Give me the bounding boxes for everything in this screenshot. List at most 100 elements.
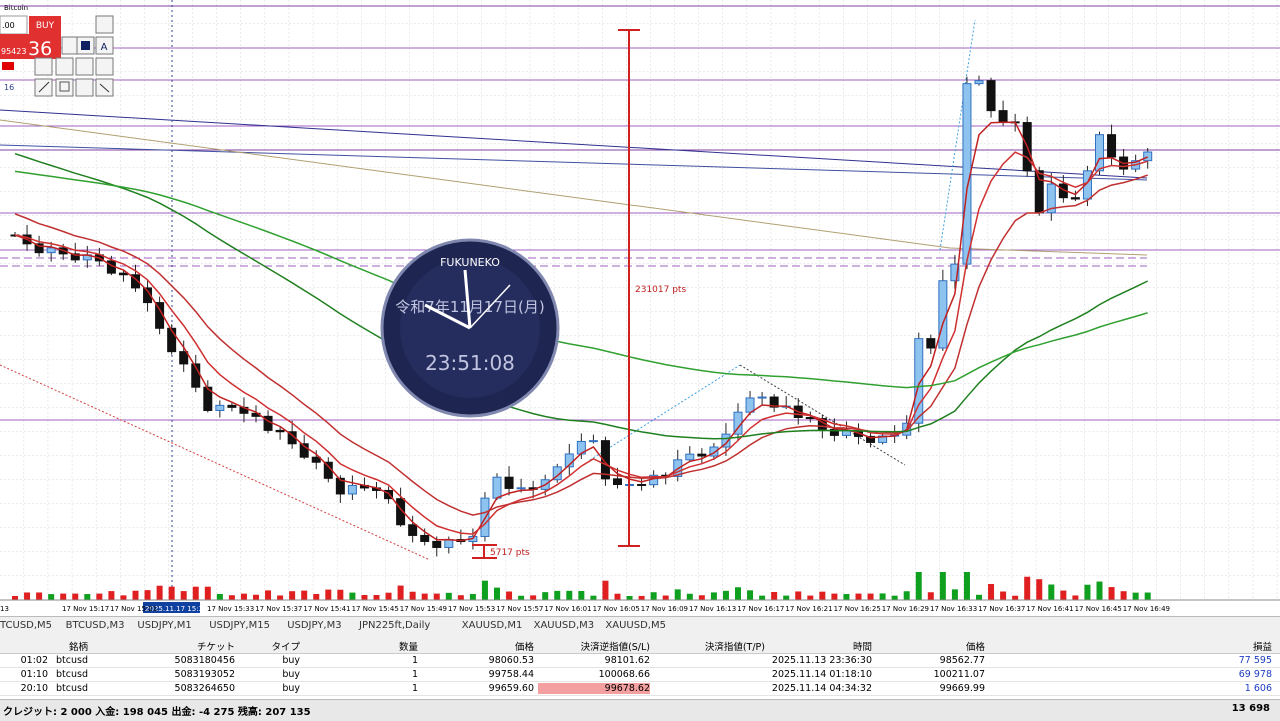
candle [118, 272, 128, 276]
volume-bar [578, 590, 585, 600]
candle [131, 274, 140, 289]
time-label: 17 Nov 16:49 [1123, 605, 1170, 613]
volume-bar [1084, 584, 1091, 600]
tab[interactable]: XAUUSD,M1 [461, 620, 523, 631]
candle [1082, 170, 1092, 200]
time-label: 17 Nov 15:33 [207, 605, 254, 613]
buy-label[interactable]: BUY [36, 21, 55, 31]
candle [299, 443, 309, 458]
tab[interactable]: USDJPY,M3 [287, 620, 342, 631]
cell: 99669.99 [939, 683, 985, 694]
volume-bar [662, 595, 669, 600]
cell: buy [282, 669, 300, 680]
time-label: 17 Nov 16:33 [930, 605, 977, 613]
volume-bar [481, 580, 488, 600]
volume-bar [1036, 579, 1043, 600]
tab[interactable]: BTCUSD,M3 [65, 620, 125, 631]
candle [34, 243, 44, 254]
candle [227, 404, 237, 408]
volume-bar [819, 591, 826, 600]
volume-bar [457, 595, 464, 600]
candle [950, 263, 960, 282]
total-profit: 13 698 [1231, 703, 1270, 714]
volume-bar [1072, 595, 1079, 600]
volume-bar [120, 595, 127, 600]
volume-bar [988, 584, 995, 600]
volume-bar [590, 595, 597, 600]
volume-bar [686, 593, 693, 600]
time-highlight: 2025.11.17 15:30 [145, 605, 207, 613]
cell: 1 606 [1244, 683, 1272, 694]
tab[interactable]: USDJPY,M15 [209, 620, 270, 631]
column-header: 決済指値(T/P) [704, 642, 765, 653]
volume-bar [722, 590, 729, 600]
moving-average [14, 170, 1148, 389]
volume-bar [831, 593, 838, 600]
volume-bar [48, 594, 55, 600]
volume-bar [602, 580, 609, 600]
time-label: 17 Nov 16:05 [593, 605, 640, 613]
time-label: 17 Nov 15:49 [400, 605, 447, 613]
candle [1070, 197, 1080, 200]
volume-bar [951, 589, 958, 600]
candle [613, 478, 622, 486]
footer: クレジット: 2 000 入金: 198 045 出金: -4 275 残高: … [0, 699, 1280, 721]
column-header: 損益 [1252, 642, 1272, 653]
range-marker: 231017 pts 5717 pts [472, 29, 686, 559]
volume-bar [1012, 595, 1019, 600]
tab[interactable]: XAUUSD,M3 [533, 620, 595, 631]
volume-bar [807, 595, 814, 600]
volume-bar [614, 593, 621, 600]
cell: 1 [411, 655, 418, 666]
cell: 1 [411, 683, 418, 694]
cell: 100211.07 [933, 669, 985, 680]
volume-bar [963, 572, 970, 600]
tab[interactable]: USDJPY,M1 [137, 620, 192, 631]
candle [938, 280, 948, 349]
clock-brand: FUKUNEKO [440, 256, 500, 269]
tab[interactable]: JPN225ft,Daily [359, 620, 431, 631]
candle [757, 396, 767, 399]
candle [637, 483, 647, 486]
tab[interactable]: XAUUSD,M5 [605, 620, 666, 631]
volume-bar [240, 593, 247, 600]
time-label: 17 Nov 15:17 [62, 605, 109, 613]
volume-bar [976, 594, 982, 600]
cell: 2025.11.14 04:34:32 [771, 683, 872, 694]
volume-bar [1132, 592, 1139, 600]
volume-bar [867, 593, 874, 600]
moving-averages [14, 121, 1149, 542]
buy-button[interactable] [29, 16, 61, 34]
volume-bar [710, 592, 717, 600]
candle [492, 476, 502, 499]
cell: btcusd [56, 683, 88, 694]
candle [347, 484, 357, 495]
volume-bar [1000, 591, 1007, 600]
volume-bar [12, 596, 18, 600]
time-label: 17 Nov 15:21 [110, 605, 157, 613]
candle [396, 498, 406, 526]
volume-bar [325, 589, 332, 600]
candle [600, 440, 610, 480]
time-label: 17 Nov 16:01 [544, 605, 591, 613]
candle [866, 435, 876, 443]
volume-bar [1024, 576, 1031, 600]
time-axis [0, 600, 1280, 616]
cell: 2025.11.13 23:36:30 [771, 655, 872, 666]
time-label: 17 Nov 16:17 [737, 605, 784, 613]
cell: 99758.44 [488, 669, 534, 680]
column-header: 時間 [852, 642, 872, 653]
chart: Bitcoin 231017 pts 5717 pts FUKUNEKO 令和7… [0, 0, 1280, 616]
cell: 20:10 [20, 683, 48, 694]
cell: 98060.53 [488, 655, 534, 666]
moving-average [14, 174, 1148, 516]
volume-bar [361, 595, 368, 600]
tool-text[interactable]: A [101, 42, 108, 53]
cell: 1 [411, 669, 418, 680]
volume-bar [337, 589, 344, 600]
column-header: 数量 [398, 642, 418, 653]
tab[interactable]: TCUSD,M5 [0, 620, 53, 631]
candle [588, 440, 598, 443]
